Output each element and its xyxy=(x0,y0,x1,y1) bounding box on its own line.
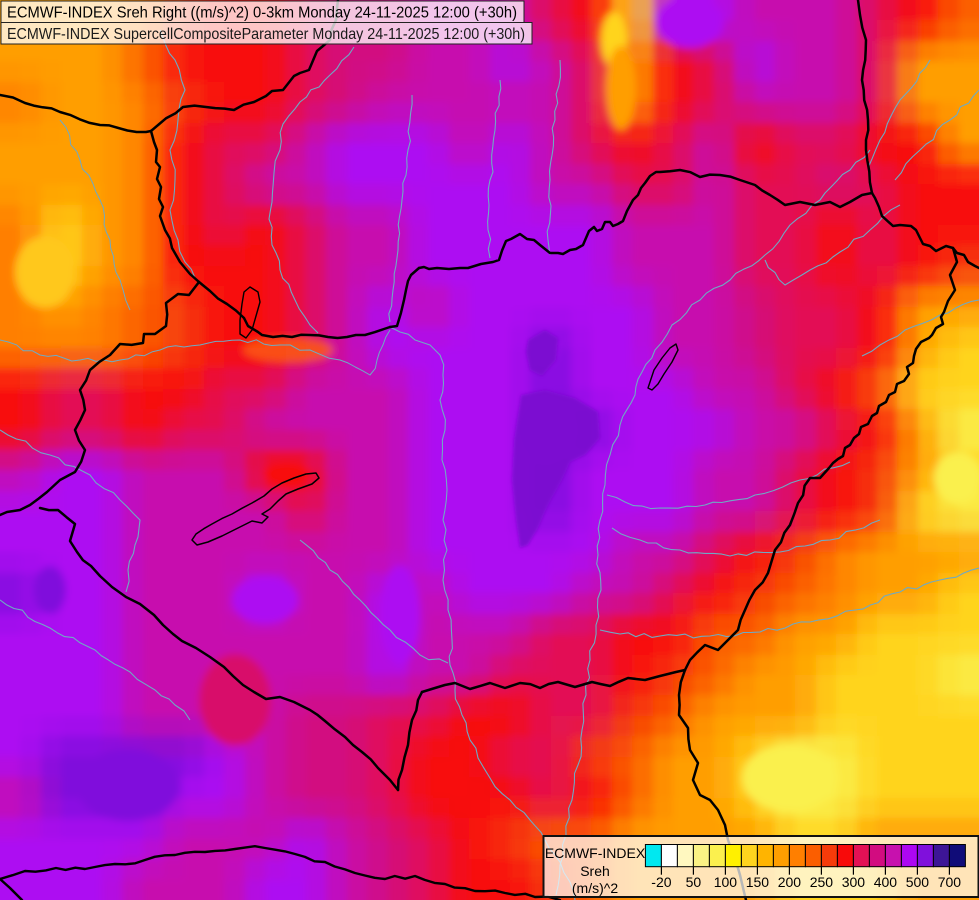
svg-text:(m/s)^2: (m/s)^2 xyxy=(572,880,618,896)
svg-text:300: 300 xyxy=(842,874,866,890)
svg-text:200: 200 xyxy=(778,874,802,890)
svg-text:400: 400 xyxy=(874,874,898,890)
svg-text:Sreh: Sreh xyxy=(580,863,610,879)
svg-text:ECMWF-INDEX Sreh Right ((m/s)^: ECMWF-INDEX Sreh Right ((m/s)^2) 0-3km M… xyxy=(7,5,517,22)
svg-text:150: 150 xyxy=(746,874,770,890)
svg-text:250: 250 xyxy=(810,874,834,890)
svg-text:ECMWF-INDEX SupercellComposite: ECMWF-INDEX SupercellCompositeParameter … xyxy=(7,26,525,43)
svg-text:100: 100 xyxy=(714,874,738,890)
svg-text:50: 50 xyxy=(686,874,702,890)
svg-text:700: 700 xyxy=(938,874,962,890)
svg-text:ECMWF-INDEX: ECMWF-INDEX xyxy=(545,845,646,861)
svg-text:-20: -20 xyxy=(651,874,671,890)
svg-text:500: 500 xyxy=(906,874,930,890)
